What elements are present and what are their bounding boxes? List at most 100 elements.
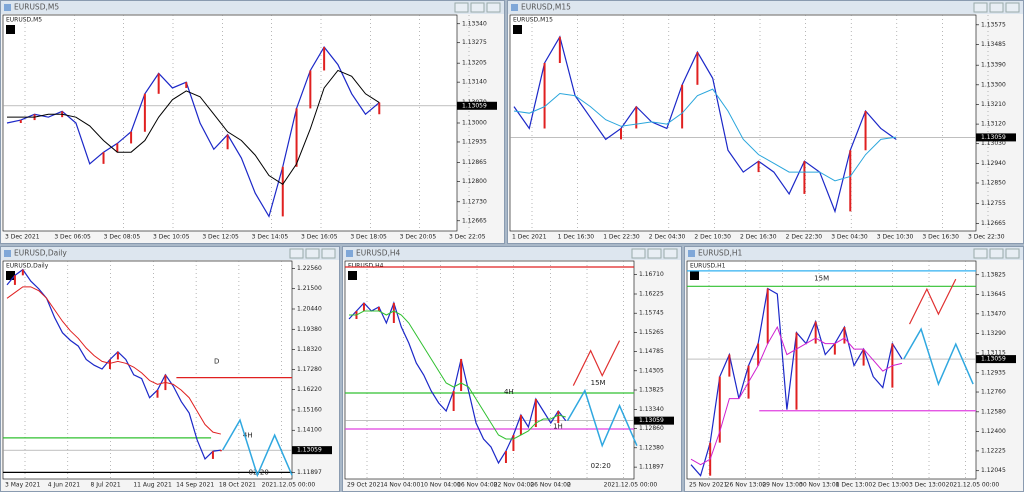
y-tick-label: 1.13205 [462,60,487,67]
x-tick-label: 3 Dec 08:05 [104,234,141,241]
minimize-button[interactable] [973,248,988,259]
x-tick-label: 3 Dec 16:30 [922,234,959,241]
y-tick-label: 1.12940 [981,160,1006,167]
x-tick-label: 4 Jun 2021 [48,482,80,489]
symbol-icon [6,25,15,34]
annotation: 02:20 [591,462,611,470]
scenario-arrow [221,418,293,478]
close-button[interactable] [1005,2,1020,13]
symbol-icon [6,271,15,280]
minimize-button[interactable] [631,248,646,259]
y-tick-label: 1.12400 [981,428,1006,435]
maximize-button[interactable] [989,2,1004,13]
close-button[interactable] [486,2,501,13]
maximize-button[interactable] [470,2,485,13]
x-tick-label: 10 Nov 04:00 [420,482,461,489]
y-tick-label: 1.16225 [639,291,664,298]
current-price-label: 1.13059 [639,417,664,424]
x-tick-label: 2 Dec 16:30 [740,234,777,241]
plot-area [2,14,458,232]
title-bar [1,247,339,260]
window-title: EURUSD,M5 [14,3,59,12]
y-tick-label: 1.21500 [297,285,322,292]
symbol-icon [690,271,699,280]
symbol-icon [513,25,522,34]
x-tick-label: 22 Nov 04:00 [494,482,535,489]
y-tick-label: 1.14100 [297,427,322,434]
y-tick-label: 1.13645 [981,291,1006,298]
y-tick-label: 1.11897 [639,464,664,471]
y-tick-label: 1.18320 [297,346,322,353]
scenario-arrow [566,388,638,448]
y-tick-label: 1.22560 [297,265,322,272]
y-tick-label: 1.12380 [639,444,664,451]
symbol-icon [348,271,357,280]
maximize-button[interactable] [647,248,662,259]
y-tick-label: 1.13575 [981,21,1006,28]
price-line [6,46,380,218]
y-tick-label: 1.14305 [639,367,664,374]
x-tick-label: 3 Dec 2021 [5,234,40,241]
x-tick-label: 18 Oct 2021 [219,482,256,489]
window-icon [4,4,11,11]
moving-average [7,69,380,185]
x-tick-label: 2021.12.05 00:00 [262,482,316,489]
y-tick-label: 1.13030 [981,140,1006,147]
plot-area [344,260,635,480]
scenario-arrow [908,278,957,325]
y-tick-label: 1.11897 [297,469,322,476]
price-line [6,268,221,460]
scenario-arrow [903,327,974,387]
y-tick-label: 1.15745 [639,310,664,317]
x-tick-label: 3 Dec 22:05 [449,234,486,241]
y-tick-label: 1.16710 [639,271,664,278]
window-title: EURUSD,H4 [356,249,400,258]
x-tick-label: 26 Nov 13:00 [726,482,767,489]
x-tick-label: 2 Dec 22:30 [786,234,823,241]
y-tick-label: 1.13300 [981,81,1006,88]
x-tick-label: 3 Dec 18:05 [350,234,387,241]
x-tick-label: 2021.12.05 00:00 [946,482,1000,489]
y-tick-label: 1.13140 [462,79,487,86]
y-tick-label: 1.13290 [981,330,1006,337]
y-tick-label: 1.12665 [981,220,1006,227]
x-tick-label: 3 Dec 16:05 [301,234,338,241]
window-icon [688,250,695,257]
x-tick-label: 29 Nov 13:00 [762,482,803,489]
window-icon [511,4,518,11]
minimize-button[interactable] [973,2,988,13]
y-tick-label: 1.19380 [297,326,322,333]
y-tick-label: 1.13340 [462,20,487,27]
current-price-box [976,133,1016,142]
y-tick-label: 1.12225 [981,447,1006,454]
minimize-button[interactable] [289,248,304,259]
annotation: D [214,357,219,365]
symbol-label: EURUSD,M15 [513,17,553,24]
chart-window: EURUSD,Daily EURUSD,Daily 1.22560 1.21500 1.… [0,246,340,492]
current-price-label: 1.13059 [981,356,1006,363]
close-button[interactable] [321,248,336,259]
y-tick-label: 1.20440 [297,305,322,312]
moving-average [513,88,897,182]
y-tick-label: 1.12045 [981,467,1006,474]
price-line [513,35,897,214]
y-tick-label: 1.12860 [639,425,664,432]
minimize-button[interactable] [454,2,469,13]
y-tick-label: 1.13825 [981,271,1006,278]
maximize-button[interactable] [305,248,320,259]
x-tick-label: 26 Nov 04:00 [530,482,571,489]
window-icon [4,250,11,257]
x-tick-label: 3 Dec 13:00 [909,482,946,489]
x-tick-label: 8 Jul 2021 [91,482,121,489]
close-button[interactable] [1005,248,1020,259]
close-button[interactable] [663,248,678,259]
price-line [348,301,567,465]
symbol-label: EURUSD,H1 [690,263,726,270]
x-tick-label: 16 Nov 04:00 [457,482,498,489]
x-tick-label: 11 Aug 2021 [133,482,172,489]
symbol-label: EURUSD,H4 [348,263,384,270]
x-tick-label: 2021.12.05 00:00 [604,482,658,489]
maximize-button[interactable] [989,248,1004,259]
current-price-box [457,101,497,110]
y-tick-label: 1.15265 [639,329,664,336]
